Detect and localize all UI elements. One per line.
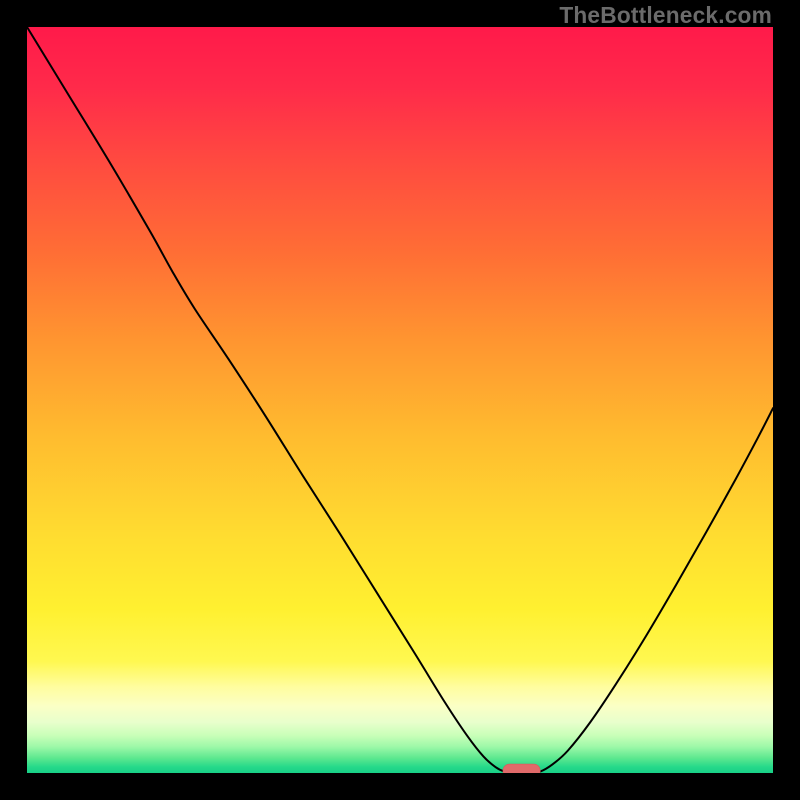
plot-area [27,27,773,773]
optimum-marker [503,764,540,773]
watermark-text: TheBottleneck.com [559,2,772,29]
chart-container: TheBottleneck.com [0,0,800,800]
bottleneck-curve [27,27,773,773]
